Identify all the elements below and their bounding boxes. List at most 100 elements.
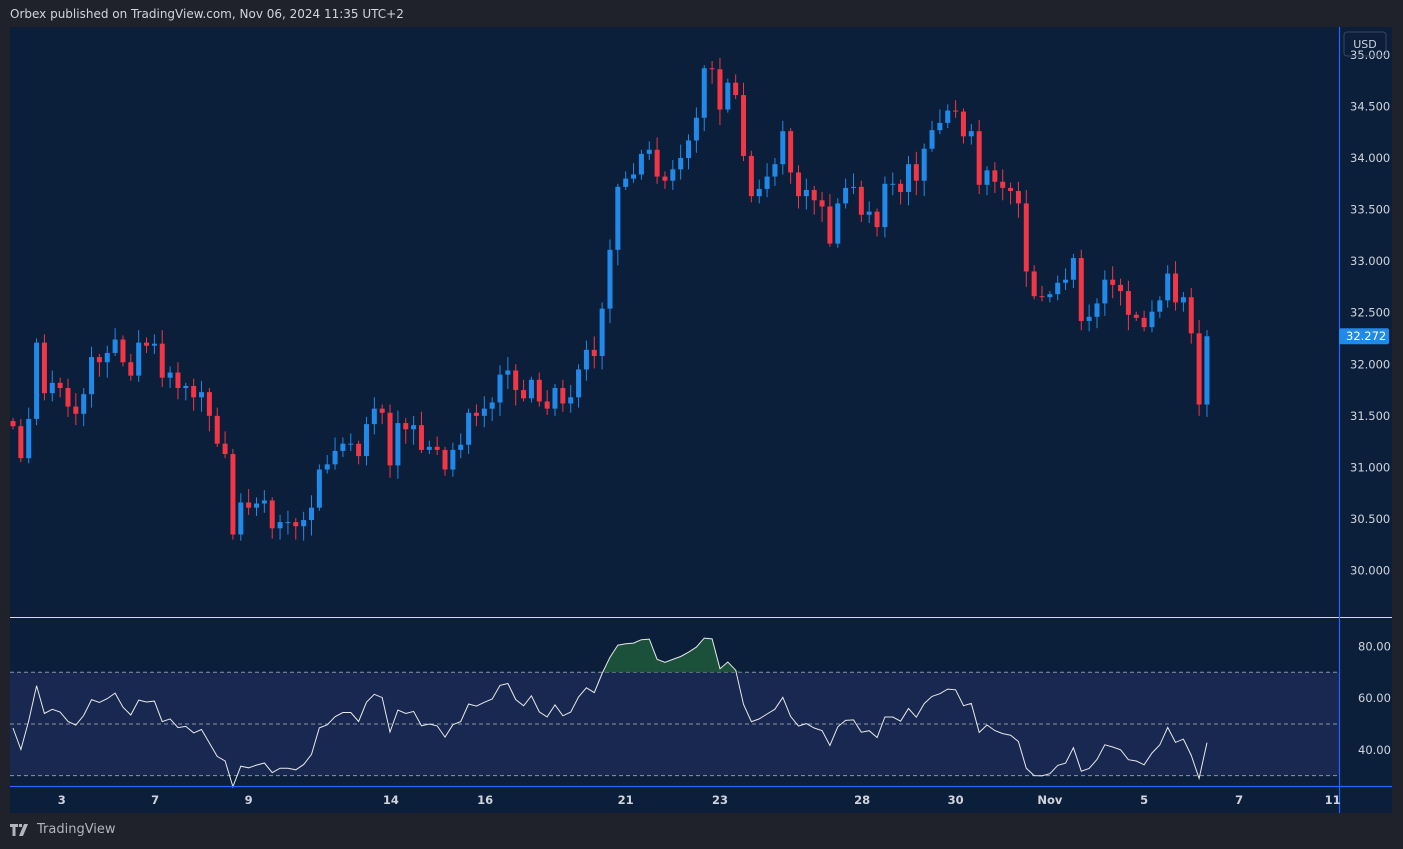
candle [772,157,778,186]
candle [544,390,550,415]
time-tick-label: 7 [1235,793,1243,807]
publish-info: Orbex published on TradingView.com, Nov … [10,7,404,21]
tradingview-logo-icon [10,823,28,836]
candle-body [34,342,40,419]
candle [65,378,71,417]
candle-body [120,339,126,363]
candle [780,120,786,175]
rsi-tick-label: 60.00 [1358,691,1391,705]
candle-body [544,401,550,409]
candle [701,65,707,132]
tradingview-logo[interactable]: TradingView [10,822,116,837]
candle-body [497,374,503,403]
candle-body [913,164,919,181]
candle [591,336,597,369]
candle [411,415,417,445]
candle-body [175,372,181,389]
time-tick-label: 7 [151,793,159,807]
candle [1165,265,1171,308]
candle [1078,249,1084,331]
candle [112,328,118,357]
price-tick-label: 33.000 [1350,254,1390,268]
candle [882,176,888,238]
candle [646,141,652,161]
candle-body [858,186,864,215]
candle-body [458,444,464,450]
candle [136,330,142,382]
price-tick-label: 30.500 [1350,512,1390,526]
candle [128,353,134,381]
candle-body [678,157,684,170]
currency-button[interactable]: USD [1343,31,1387,57]
candle-body [560,388,566,404]
candle-body [1086,316,1092,321]
candle [898,179,904,205]
candle [890,172,896,196]
candle-body [57,382,63,389]
candle-body [968,131,974,137]
candle-body [552,388,558,409]
candle-body [96,357,102,363]
candle [560,379,566,412]
candle-body [513,370,519,391]
candle [811,185,817,215]
candle-body [748,155,754,197]
time-tick-label: 3 [58,793,66,807]
candle [1102,270,1108,316]
candle-body [1102,279,1108,304]
candle-body [1039,296,1045,298]
candle [1094,298,1100,329]
candle-body [324,464,330,470]
time-tick-label: 14 [383,793,399,807]
candle [733,74,739,100]
candle-body [984,170,990,185]
candle [426,440,432,455]
candle-body [576,369,582,398]
candle [788,128,794,184]
candle-body [434,446,440,450]
candle [18,418,24,463]
candle [827,194,833,247]
candle [489,397,495,422]
price-tick-label: 31.000 [1350,460,1390,474]
candle-body [686,140,692,158]
candle [976,119,982,195]
candle [1070,253,1076,288]
candle [356,440,362,465]
candle-body [49,382,55,394]
candle [10,417,16,430]
candle [497,365,503,416]
price-tick-label: 34.000 [1350,151,1390,165]
candle [693,107,699,153]
candle [191,378,197,411]
price-tick-label: 32.500 [1350,306,1390,320]
candle [34,338,40,426]
candle-body [26,418,32,459]
candle [678,144,684,180]
candle-body [717,69,723,110]
candle-body [701,68,707,118]
candle [725,78,731,113]
candle [1039,285,1045,302]
candle-body [136,342,142,376]
time-tick-label: 21 [618,793,634,807]
candle-body [772,164,778,177]
candle-body [238,502,244,535]
chart-svg[interactable]: 35.000 34.500 34.000 33.500 33.000 32.500 32.0… [10,27,1392,813]
candle [481,396,487,428]
candle-body [1015,191,1021,204]
candle [929,120,935,152]
time-tick-label: 23 [712,793,728,807]
time-tick-label: 30 [948,793,964,807]
candle-body [1055,282,1061,295]
chart-pane[interactable]: 35.000 34.500 34.000 33.500 33.000 32.500 32.0… [10,27,1392,813]
candle-body [788,131,794,173]
candle [796,165,801,209]
candle-body [466,412,472,445]
candle-body [41,342,47,394]
candle [921,143,927,197]
price-tick-label: 33.500 [1350,203,1390,217]
candle [937,109,943,135]
candle [552,383,558,416]
candle-body [631,174,637,179]
